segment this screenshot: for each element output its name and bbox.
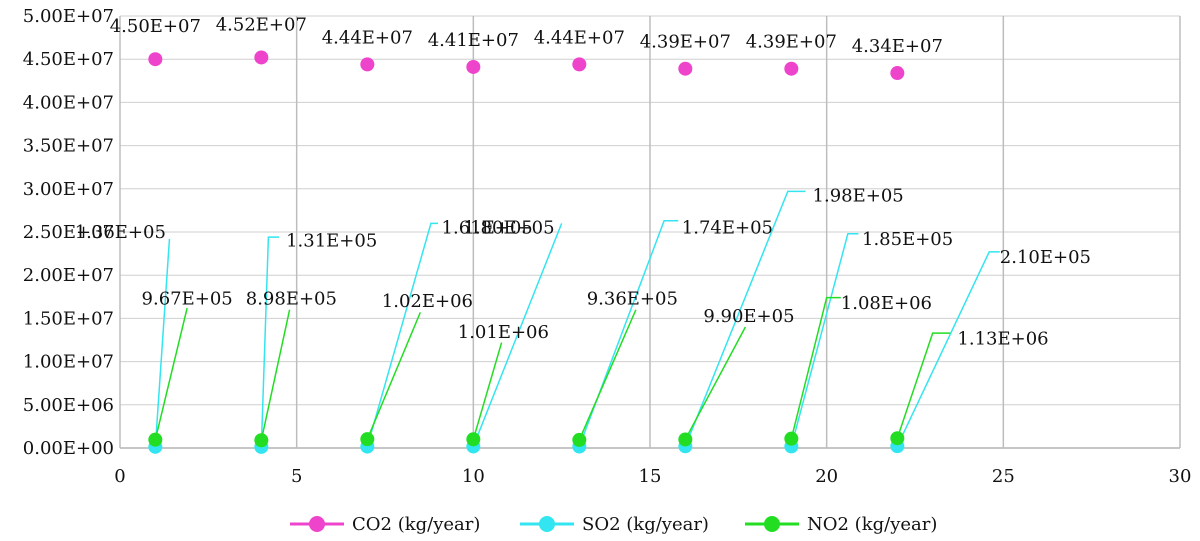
data-label: 8.98E+05: [246, 289, 337, 310]
data-label: 1.36E+05: [75, 222, 166, 243]
data-point: [360, 57, 375, 72]
data-label: 4.52E+07: [216, 14, 307, 35]
data-label: 4.39E+07: [640, 32, 731, 53]
legend-label: SO2 (kg/year): [582, 514, 709, 535]
label-leader-line: [154, 238, 171, 447]
x-tick-label: 30: [1169, 466, 1192, 487]
legend-label: NO2 (kg/year): [807, 514, 937, 535]
data-point: [784, 61, 799, 76]
legend-label: CO2 (kg/year): [352, 514, 480, 535]
data-point: [784, 431, 799, 446]
data-label: 1.80E+05: [463, 218, 554, 239]
data-label: 4.44E+07: [322, 27, 413, 48]
label-leader-line: [578, 309, 637, 441]
x-tick-label: 15: [639, 466, 662, 487]
data-label: 1.13E+06: [957, 328, 1048, 349]
label-leader-line: [790, 296, 841, 439]
y-tick-label: 2.00E+07: [23, 265, 114, 286]
data-point: [890, 66, 905, 81]
label-leader-line: [578, 220, 679, 447]
data-label: 9.90E+05: [703, 306, 794, 327]
data-point: [360, 432, 375, 447]
data-point: [572, 432, 587, 447]
legend-item: NO2 (kg/year): [745, 514, 937, 535]
y-tick-label: 2.50E+07: [23, 222, 114, 243]
data-label: 4.50E+07: [110, 16, 201, 37]
gridlines: [119, 15, 1181, 449]
y-tick-label: 0.00E+00: [23, 438, 114, 459]
x-tick-label: 0: [114, 466, 125, 487]
data-label: 9.67E+05: [142, 289, 233, 310]
data-point: [466, 432, 481, 447]
data-point: [890, 431, 905, 446]
data-label: 1.08E+06: [841, 293, 932, 314]
data-point: [466, 59, 481, 74]
data-label: 1.01E+06: [458, 322, 549, 343]
y-tick-label: 5.00E+06: [23, 395, 114, 416]
y-tick-label: 1.50E+07: [23, 308, 114, 329]
data-label: 4.44E+07: [534, 27, 625, 48]
data-label: 1.61E+05: [442, 218, 533, 239]
data-point: [572, 57, 587, 72]
data-label: 1.31E+05: [286, 231, 377, 252]
x-tick-label: 5: [291, 466, 302, 487]
label-leader-line: [260, 236, 279, 447]
label-leader-line: [684, 190, 806, 447]
data-label: 1.98E+05: [813, 186, 904, 207]
label-leader-line: [154, 307, 188, 440]
label-leader-line: [790, 232, 859, 447]
data-label: 1.02E+06: [382, 291, 473, 312]
y-tick-label: 3.50E+07: [23, 136, 114, 157]
legend-marker: [309, 516, 325, 532]
y-tick-label: 5.00E+07: [23, 6, 114, 27]
label-leader-line: [472, 342, 503, 440]
label-leader-line: [684, 326, 747, 440]
data-points: [148, 50, 905, 454]
data-label: 4.41E+07: [428, 30, 519, 51]
y-tick-label: 4.50E+07: [23, 49, 114, 70]
data-point: [148, 52, 163, 67]
data-label: 2.10E+05: [1000, 247, 1091, 268]
data-labels: 4.50E+07 4.52E+07 4.44E+07 4.41E+07 4.44E+07…: [75, 14, 1091, 349]
label-leader-line: [896, 251, 1000, 447]
legend-item: SO2 (kg/year): [520, 514, 709, 535]
data-point: [254, 433, 269, 448]
x-tick-label: 25: [992, 466, 1015, 487]
label-leader-line: [366, 222, 438, 447]
data-point: [254, 50, 269, 65]
label-leader-line: [896, 332, 951, 439]
label-leader-line: [366, 312, 422, 440]
legend: CO2 (kg/year) SO2 (kg/year) NO2 (kg/year): [290, 514, 937, 535]
x-tick-label: 20: [815, 466, 838, 487]
data-point: [148, 432, 163, 447]
label-leader-line: [472, 223, 563, 447]
data-label-leader-lines: [154, 190, 1000, 447]
data-label: 4.34E+07: [852, 36, 943, 57]
y-tick-label: 3.00E+07: [23, 179, 114, 200]
x-axis-ticks: 0 5 10 15 20 25 30: [114, 466, 1191, 487]
legend-marker: [539, 516, 555, 532]
data-label: 9.36E+05: [587, 289, 678, 310]
data-point: [678, 61, 693, 76]
y-tick-label: 1.00E+07: [23, 352, 114, 373]
data-label: 1.74E+05: [682, 218, 773, 239]
data-label: 4.39E+07: [746, 32, 837, 53]
data-point: [678, 432, 693, 447]
legend-marker: [764, 516, 780, 532]
y-axis-ticks: 0.00E+00 5.00E+06 1.00E+07 1.50E+07 2.00E+07…: [23, 6, 114, 459]
legend-item: CO2 (kg/year): [290, 514, 480, 535]
label-leader-line: [260, 309, 291, 441]
x-tick-label: 10: [462, 466, 485, 487]
data-label: 1.85E+05: [862, 229, 953, 250]
y-tick-label: 4.00E+07: [23, 92, 114, 113]
